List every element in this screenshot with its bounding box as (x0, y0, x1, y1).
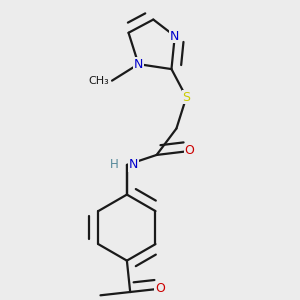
Text: O: O (155, 282, 165, 295)
Text: N: N (128, 158, 138, 171)
Text: O: O (185, 145, 195, 158)
Text: CH₃: CH₃ (88, 76, 109, 85)
Text: S: S (182, 91, 190, 104)
Text: H: H (110, 158, 118, 171)
Text: N: N (170, 30, 179, 43)
Text: N: N (134, 58, 143, 70)
